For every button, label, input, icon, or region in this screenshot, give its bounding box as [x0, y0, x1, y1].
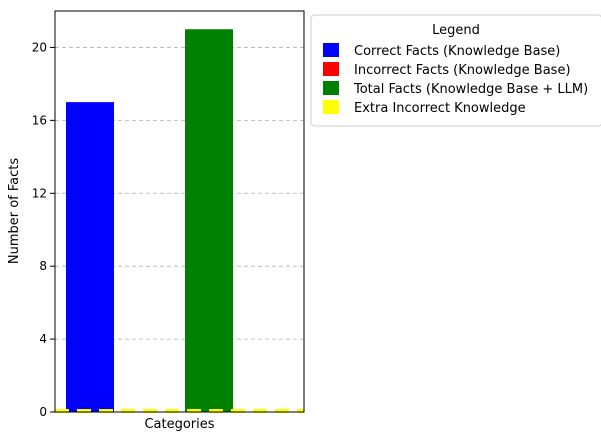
y-tick-label-0: 0: [39, 405, 47, 419]
legend-frame: [310, 14, 601, 127]
y-axis: 0 4 8 12 16 20: [32, 40, 55, 419]
legend-label-0: Correct Facts (Knowledge Base): [354, 44, 560, 59]
legend-swatch-1: [323, 62, 339, 76]
legend-swatch-3: [323, 100, 339, 114]
legend-swatch-2: [323, 81, 339, 95]
legend: Legend Correct Facts (Knowledge Base) Inc…: [310, 14, 601, 127]
legend-label-3: Extra Incorrect Knowledge: [354, 101, 526, 116]
bar-correct-facts-knowledge-base: [66, 102, 114, 413]
legend-entries: Correct Facts (Knowledge Base) Incorrect …: [323, 43, 588, 116]
y-tick-label-4: 16: [32, 113, 47, 127]
bar-total-facts-knowledge-base-llm: [185, 29, 233, 413]
bars: [66, 29, 233, 413]
legend-label-2: Total Facts (Knowledge Base + LLM): [353, 82, 588, 97]
y-tick-label-5: 20: [32, 40, 47, 54]
legend-title: Legend: [432, 23, 480, 38]
y-axis-label: Number of Facts: [7, 158, 22, 265]
legend-swatch-0: [323, 43, 339, 57]
x-axis-label: Categories: [144, 417, 214, 431]
y-tick-label-3: 12: [32, 186, 47, 200]
y-tick-label-2: 8: [39, 259, 47, 273]
plot-frame: [54, 10, 305, 413]
y-tick-label-1: 4: [39, 332, 47, 346]
legend-label-1: Incorrect Facts (Knowledge Base): [354, 63, 571, 78]
